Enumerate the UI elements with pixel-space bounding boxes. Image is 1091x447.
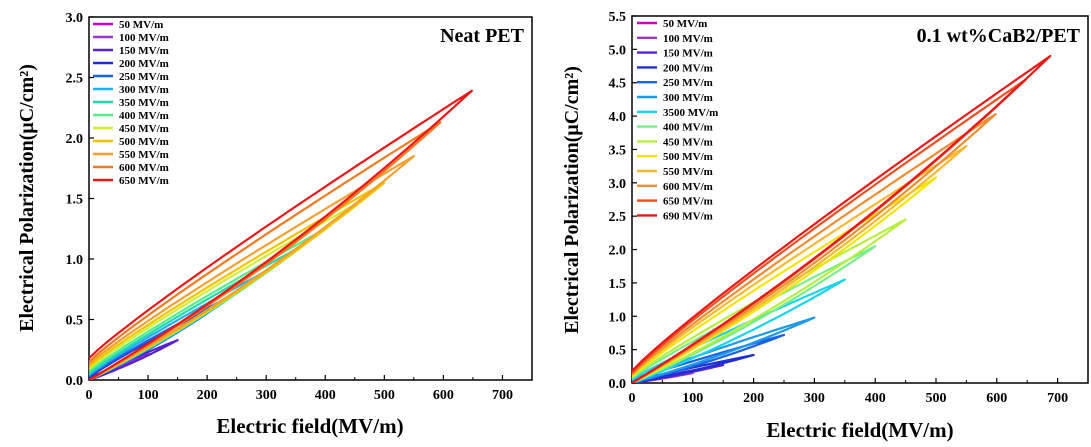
legend-label: 100 MV/m [663,33,713,45]
loops-group [89,89,473,380]
chart-panel-neat-pet: Neat PET Electric field(MV/m) Electrical… [16,11,533,438]
y-tick-label: 2.0 [66,132,84,147]
legend-label: 550 MV/m [663,166,713,178]
y-tick-label: 0.0 [609,377,627,392]
chart-title: 0.1 wt%CaB2/PET [917,25,1081,47]
legend-label: 500 MV/m [663,151,713,163]
chart-panel-cab2-pet: 0.1 wt%CaB2/PET Electric field(MV/m) Ele… [561,10,1089,442]
y-tick-label: 0.5 [609,344,627,359]
legend-label: 50 MV/m [119,19,163,31]
y-tick-label: 3.0 [609,177,627,192]
x-tick-label: 300 [804,391,825,406]
y-tick-label: 0.5 [66,314,84,329]
y-tick-label: 0.0 [66,374,84,389]
legend-label: 450 MV/m [119,123,169,135]
x-tick-label: 600 [986,391,1007,406]
legend-label: 650 MV/m [119,175,169,187]
y-tick-label: 1.5 [66,193,84,208]
legend-label: 50 MV/m [663,18,707,30]
y-tick-label: 1.0 [609,310,627,325]
legend-label: 150 MV/m [119,45,169,57]
loop-series-line [89,89,473,380]
legend: 50 MV/m 100 MV/m 150 MV/m 200 MV/m 250 MV/m 3… [637,18,718,222]
legend-label: 3500 MV/m [663,107,718,119]
legend-label: 650 MV/m [663,196,713,208]
x-tick-label: 0 [629,391,636,406]
y-tick-label: 2.5 [609,210,627,225]
legend-label: 400 MV/m [119,110,169,122]
y-axis-label: Electrical Polarization(μC/cm²) [561,66,583,334]
x-tick-label: 200 [197,388,218,403]
legend-label: 600 MV/m [663,181,713,193]
loop-series-line [632,176,938,383]
x-tick-label: 500 [926,391,947,406]
loops-group [632,54,1052,383]
legend-label: 600 MV/m [119,162,169,174]
legend-label: 150 MV/m [663,48,713,60]
legend-label: 250 MV/m [119,71,169,83]
x-axis-label: Electric field(MV/m) [216,414,403,438]
legend-label: 400 MV/m [663,122,713,134]
x-tick-label: 0 [86,388,93,403]
legend-label: 300 MV/m [663,92,713,104]
loop-series-line [632,333,786,383]
loop-series-line [89,155,415,380]
loop-series-line [632,145,968,383]
legend-label: 250 MV/m [663,77,713,89]
x-axis-label: Electric field(MV/m) [766,418,953,442]
y-tick-label: 5.5 [609,10,627,25]
y-tick-label: 2.0 [609,244,627,259]
y-tick-label: 3.0 [66,11,84,26]
y-axis-label: Electrical Polarization(μC/cm²) [16,64,38,332]
y-tick-label: 5.0 [609,43,627,58]
y-tick-label: 3.5 [609,143,627,158]
x-tick-label: 500 [374,388,395,403]
x-tick-label: 700 [492,388,513,403]
x-tick-label: 300 [256,388,277,403]
x-tick-label: 700 [1047,391,1068,406]
legend-label: 200 MV/m [119,58,169,70]
legend-label: 200 MV/m [663,62,713,74]
legend-label: 350 MV/m [119,97,169,109]
y-tick-label: 4.0 [609,110,627,125]
x-tick-label: 600 [433,388,454,403]
plot-frame [631,15,1089,384]
chart-title: Neat PET [440,25,525,47]
x-tick-label: 400 [315,388,336,403]
loop-series-line [632,113,997,383]
legend-label: 450 MV/m [663,136,713,148]
loop-series-line [632,218,907,383]
x-tick-label: 100 [138,388,159,403]
x-tick-label: 100 [682,391,703,406]
legend-label: 550 MV/m [119,149,169,161]
y-tick-label: 4.5 [609,77,627,92]
x-tick-label: 200 [743,391,764,406]
loop-series-line [632,54,1052,383]
y-tick-label: 1.5 [609,277,627,292]
y-tick-label: 2.5 [66,72,84,87]
legend-label: 300 MV/m [119,84,169,96]
legend-label: 100 MV/m [119,32,169,44]
legend-label: 690 MV/m [663,210,713,222]
x-tick-label: 400 [865,391,886,406]
legend-label: 500 MV/m [119,136,169,148]
y-tick-label: 1.0 [66,253,84,268]
loop-series-line [89,121,442,380]
